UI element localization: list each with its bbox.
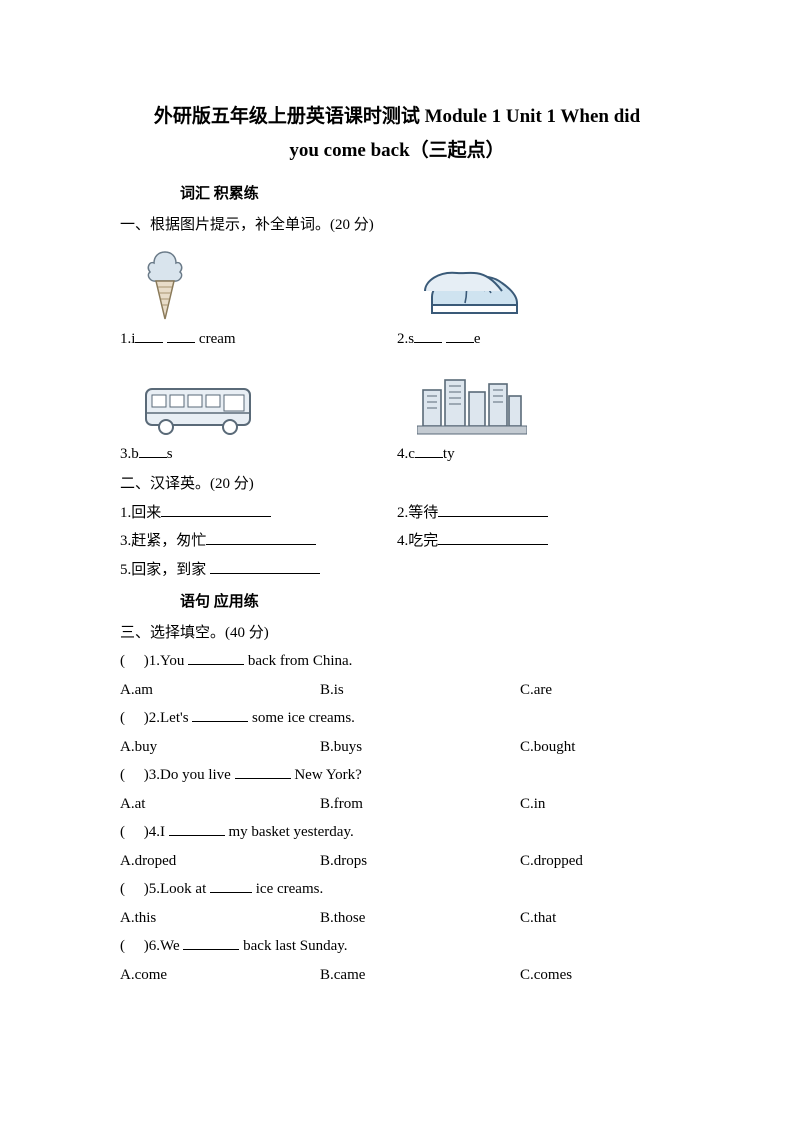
q1-4-post: ty xyxy=(443,446,455,462)
blank[interactable] xyxy=(183,935,239,950)
opt-a[interactable]: A.buy xyxy=(120,733,320,762)
q3-4-opts: A.droped B.drops C.dropped xyxy=(120,847,674,876)
q2-4: 4.吃完 xyxy=(397,533,438,549)
opt-a[interactable]: A.am xyxy=(120,676,320,705)
q2-2: 2.等待 xyxy=(397,505,438,521)
page-title: 外研版五年级上册英语课时测试 Module 1 Unit 1 When did … xyxy=(120,100,674,168)
q2-row-3: 5.回家，到家 xyxy=(120,556,674,585)
q3-1-opts: A.am B.is C.are xyxy=(120,676,674,705)
blank[interactable] xyxy=(161,502,271,517)
shoe-icon xyxy=(397,243,674,325)
section-2-label: 二、汉译英。(20 分) xyxy=(120,470,674,499)
q3-6-end: back last Sunday. xyxy=(239,938,347,954)
paren-l: ( xyxy=(120,767,125,783)
opt-c[interactable]: C.bought xyxy=(520,733,674,762)
paren-l: ( xyxy=(120,938,125,954)
q1-2-post: e xyxy=(474,331,481,347)
blank[interactable] xyxy=(192,707,248,722)
q1-2: 2.s e xyxy=(397,325,674,354)
opt-c[interactable]: C.are xyxy=(520,676,674,705)
section-3-label: 三、选择填空。(40 分) xyxy=(120,619,674,648)
blank[interactable] xyxy=(139,443,167,458)
opt-a[interactable]: A.at xyxy=(120,790,320,819)
q1-3-pre: 3.b xyxy=(120,446,139,462)
q3-4-stem: 4.I xyxy=(149,824,169,840)
q3-5-end: ice creams. xyxy=(252,881,323,897)
blank[interactable] xyxy=(438,530,548,545)
opt-b[interactable]: B.came xyxy=(320,961,520,990)
q3-2-end: some ice creams. xyxy=(248,710,355,726)
blank[interactable] xyxy=(414,328,442,343)
title-line-1: 外研版五年级上册英语课时测试 Module 1 Unit 1 When did xyxy=(120,100,674,134)
opt-a[interactable]: A.this xyxy=(120,904,320,933)
q3-5-stem: 5.Look at xyxy=(149,881,210,897)
opt-b[interactable]: B.those xyxy=(320,904,520,933)
q3-2-stem: 2.Let's xyxy=(149,710,193,726)
paren-l: ( xyxy=(120,824,125,840)
opt-b[interactable]: B.buys xyxy=(320,733,520,762)
blank[interactable] xyxy=(235,764,291,779)
opt-b[interactable]: B.from xyxy=(320,790,520,819)
opt-a[interactable]: A.droped xyxy=(120,847,320,876)
q3-6-stem: 6.We xyxy=(149,938,184,954)
opt-b[interactable]: B.is xyxy=(320,676,520,705)
q2-5: 5.回家，到家 xyxy=(120,562,210,578)
q3-3-opts: A.at B.from C.in xyxy=(120,790,674,819)
q3-2-opts: A.buy B.buys C.bought xyxy=(120,733,674,762)
q1-1-pre: 1.i xyxy=(120,331,135,347)
q3-2: ( )2.Let's some ice creams. xyxy=(120,704,674,733)
q1-1-post: cream xyxy=(195,331,235,347)
q2-row-1: 1.回来 2.等待 xyxy=(120,499,674,528)
q2-3: 3.赶紧，匆忙 xyxy=(120,533,206,549)
blank[interactable] xyxy=(188,650,244,665)
q3-1: ( )1.You back from China. xyxy=(120,647,674,676)
blank[interactable] xyxy=(415,443,443,458)
q2-1: 1.回来 xyxy=(120,505,161,521)
q3-3: ( )3.Do you live New York? xyxy=(120,761,674,790)
blank[interactable] xyxy=(135,328,163,343)
bus-icon xyxy=(120,358,397,440)
q3-6-opts: A.come B.came C.comes xyxy=(120,961,674,990)
paren-l: ( xyxy=(120,710,125,726)
subheader-1: 词汇 积累练 xyxy=(120,180,674,209)
picture-row-2: 3.b s 4.c ty xyxy=(120,358,674,469)
blank[interactable] xyxy=(210,878,252,893)
q1-2-pre: 2.s xyxy=(397,331,414,347)
opt-c[interactable]: C.that xyxy=(520,904,674,933)
blank[interactable] xyxy=(206,530,316,545)
q3-3-stem: 3.Do you live xyxy=(149,767,235,783)
blank[interactable] xyxy=(167,328,195,343)
ice-cream-icon xyxy=(120,243,397,325)
q2-row-2: 3.赶紧，匆忙 4.吃完 xyxy=(120,527,674,556)
q1-3-post: s xyxy=(167,446,173,462)
opt-c[interactable]: C.comes xyxy=(520,961,674,990)
q3-4: ( )4.I my basket yesterday. xyxy=(120,818,674,847)
q1-1: 1.i cream xyxy=(120,325,397,354)
blank[interactable] xyxy=(438,502,548,517)
q1-3: 3.b s xyxy=(120,440,397,469)
picture-row-1: 1.i cream 2.s e xyxy=(120,243,674,354)
opt-c[interactable]: C.dropped xyxy=(520,847,674,876)
blank[interactable] xyxy=(169,821,225,836)
q1-4-pre: 4.c xyxy=(397,446,415,462)
paren-l: ( xyxy=(120,881,125,897)
opt-b[interactable]: B.drops xyxy=(320,847,520,876)
q3-1-stem: 1.You xyxy=(149,653,188,669)
city-icon xyxy=(397,358,674,440)
q3-1-end: back from China. xyxy=(244,653,352,669)
q3-3-end: New York? xyxy=(291,767,362,783)
opt-a[interactable]: A.come xyxy=(120,961,320,990)
opt-c[interactable]: C.in xyxy=(520,790,674,819)
q3-5-opts: A.this B.those C.that xyxy=(120,904,674,933)
q3-6: ( )6.We back last Sunday. xyxy=(120,932,674,961)
q1-4: 4.c ty xyxy=(397,440,674,469)
paren-l: ( xyxy=(120,653,125,669)
title-line-2: you come back（三起点） xyxy=(120,134,674,168)
subheader-2: 语句 应用练 xyxy=(120,588,674,617)
blank[interactable] xyxy=(446,328,474,343)
section-1-label: 一、根据图片提示，补全单词。(20 分) xyxy=(120,211,674,240)
q3-5: ( )5.Look at ice creams. xyxy=(120,875,674,904)
q3-4-end: my basket yesterday. xyxy=(225,824,354,840)
blank[interactable] xyxy=(210,559,320,574)
